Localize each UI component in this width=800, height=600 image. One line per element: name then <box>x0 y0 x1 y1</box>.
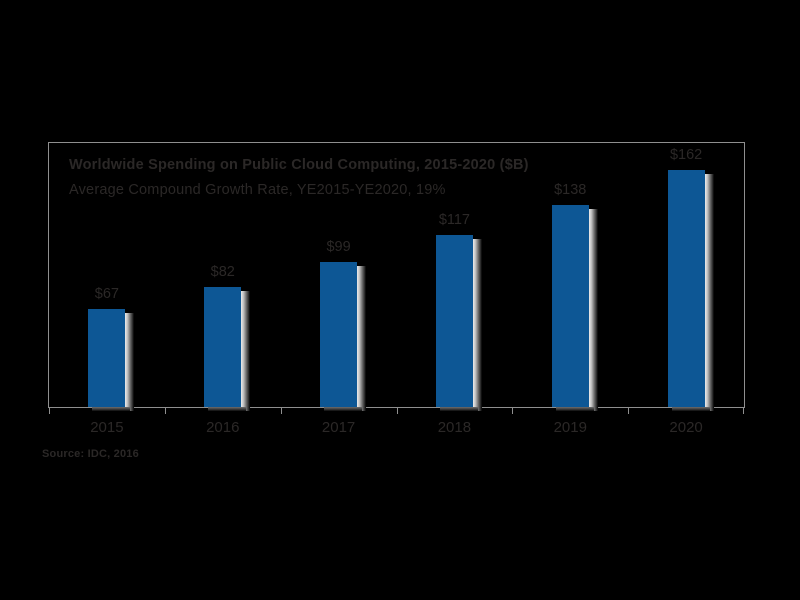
bar-shadow-2017 <box>357 266 366 411</box>
axis-label-2020: 2020 <box>669 419 703 436</box>
bar-2018 <box>436 235 473 407</box>
plot-area: $67 2015 $82 2016 $99 2017 $117 2018 $138 2019 $16… <box>49 143 744 436</box>
x-axis-tick <box>743 407 744 414</box>
x-axis-tick <box>281 407 282 414</box>
bar-2016 <box>204 287 241 407</box>
bar-2019 <box>552 205 589 407</box>
value-label-2018: $117 <box>438 212 470 228</box>
axis-label-2015: 2015 <box>90 419 124 436</box>
bar-shadow-2016 <box>241 291 250 411</box>
bar-bottom-shadow-2017 <box>324 407 362 411</box>
bar-shadow-2020 <box>705 174 714 411</box>
axis-label-2017: 2017 <box>321 419 356 436</box>
source-note: Source: IDC, 2016 <box>42 448 139 460</box>
axis-label-2016: 2016 <box>206 419 240 436</box>
x-axis-tick <box>397 407 398 414</box>
bar-bottom-shadow-2016 <box>208 407 246 411</box>
value-label-2019: $138 <box>554 182 587 198</box>
bar-shadow-2015 <box>125 313 134 411</box>
bar-bottom-shadow-2019 <box>556 407 594 411</box>
chart-frame: Worldwide Spending on Public Cloud Compu… <box>48 142 745 436</box>
bar-bottom-shadow-2020 <box>672 407 710 411</box>
x-axis-tick <box>49 407 50 414</box>
value-label-2016: $82 <box>210 264 235 280</box>
x-axis-tick <box>165 407 166 414</box>
bar-2020 <box>668 170 705 407</box>
bar-bottom-shadow-2018 <box>440 407 478 411</box>
bar-2015 <box>88 309 125 407</box>
chart-subtitle: Average Compound Growth Rate, YE2015-YE2… <box>69 182 446 198</box>
axis-label-2019: 2019 <box>553 419 587 436</box>
bar-shadow-2019 <box>589 209 598 411</box>
value-label-2015: $67 <box>94 286 119 302</box>
bar-bottom-shadow-2015 <box>92 407 130 411</box>
value-label-2020: $162 <box>669 147 703 163</box>
bar-2017 <box>320 262 357 407</box>
chart-title: Worldwide Spending on Public Cloud Compu… <box>69 157 529 173</box>
x-axis-tick <box>512 407 513 414</box>
axis-label-2018: 2018 <box>437 419 472 436</box>
bar-shadow-2018 <box>473 239 482 411</box>
x-axis-tick <box>628 407 629 414</box>
value-label-2017: $99 <box>326 239 351 255</box>
